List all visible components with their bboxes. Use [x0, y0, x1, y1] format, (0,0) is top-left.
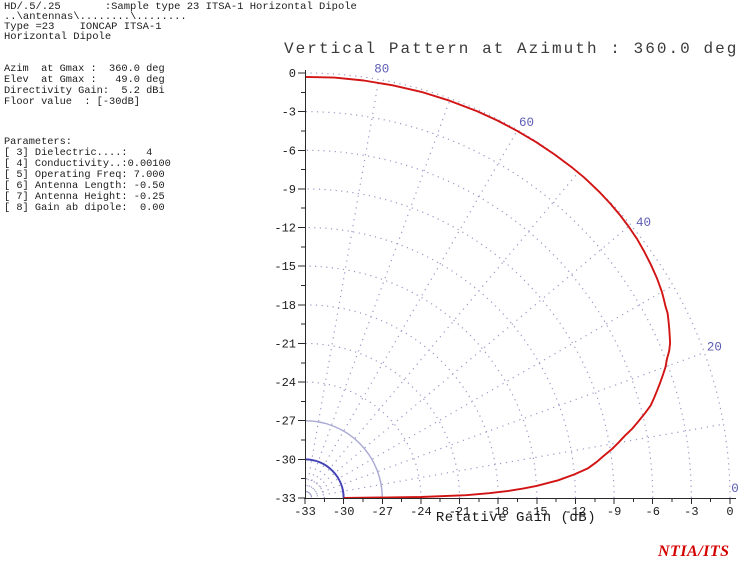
elevation-angle-label: 60	[519, 116, 534, 130]
parameters-panel: Parameters:[ 3] Dielectric....: 4[ 4] Co…	[4, 137, 171, 214]
elevation-radial-line	[309, 224, 631, 495]
y-tick-label: -18	[274, 299, 296, 313]
elevation-radial-line	[305, 79, 380, 493]
gain-ring-dotted	[304, 265, 538, 499]
param-conductivity: [ 4] Conductivity..:0.00100	[4, 158, 171, 170]
elevation-angle-label: 20	[707, 341, 722, 355]
x-tick-label: -18	[487, 505, 509, 519]
header-line-4: Horizontal Dipole	[4, 31, 112, 43]
header-line-3: Type =23 IONCAP ITSA-1	[4, 21, 162, 33]
x-tick-label: 0	[726, 505, 733, 519]
y-tick-label: -6	[282, 144, 296, 158]
x-tick-label: -3	[684, 505, 698, 519]
file-header: HD/.5/.25 :Sample type 23 ITSA-1 Horizon…	[4, 1, 357, 43]
header-line-2: ..\antennas\........\........	[4, 11, 187, 23]
y-tick-label: -12	[274, 222, 296, 236]
x-tick-label: -24	[410, 505, 432, 519]
param-dielectric: [ 3] Dielectric....: 4	[4, 147, 153, 159]
y-axis-tick-labels: 0 -3 -6 -9 -12 -15 -18 -21 -24 -27 -30 -33	[274, 67, 296, 506]
x-tick-label: -15	[526, 505, 548, 519]
y-tick-label: -27	[274, 415, 296, 429]
elevation-radial-line	[307, 129, 519, 494]
x-tick-label: -30	[333, 505, 355, 519]
y-tick-label: -9	[282, 183, 296, 197]
x-axis-tick-labels: -33 -30 -27 -24 -21 -18 -15 -12 -9 -6 -3 0	[294, 505, 733, 519]
elevation-angle-label: 0	[731, 482, 739, 496]
elevation-radial-line	[306, 98, 451, 493]
elev-gmax-line: Elev at Gmax : 49.0 deg	[4, 74, 165, 86]
chart-title: Vertical Pattern at Azimuth : 360.0 deg	[284, 40, 739, 58]
gain-info-panel: Azim at Gmax : 360.0 deg Elev at Gmax : 4…	[4, 64, 165, 108]
param-operating-freq: [ 5] Operating Freq: 7.000	[4, 169, 165, 181]
gain-ring-dotted	[304, 226, 577, 499]
grid-rings-dotted	[304, 72, 731, 499]
y-tick-label: -21	[274, 337, 296, 351]
pattern-curve	[304, 75, 672, 499]
axes	[298, 70, 736, 504]
gain-ring-solid	[304, 458, 345, 499]
grid-radial-lines	[305, 79, 724, 498]
elevation-radial-line	[310, 352, 705, 497]
y-tick-label: 0	[289, 67, 296, 81]
gain-ring-dotted	[304, 149, 654, 499]
gain-ring-dotted	[304, 342, 461, 499]
param-antenna-height: [ 7] Antenna Height: -0.25	[4, 191, 165, 203]
x-tick-label: -33	[294, 505, 316, 519]
y-tick-label: -24	[274, 376, 296, 390]
param-antenna-length: [ 6] Antenna Length: -0.50	[4, 180, 165, 192]
elevation-radial-line	[309, 284, 674, 496]
x-axis-label: Relative Gain (dB)	[435, 510, 597, 526]
gain-ring-dotted	[304, 304, 499, 499]
gain-ring-solid	[304, 420, 383, 499]
floor-value-line: Floor value : [-30dB]	[4, 96, 140, 108]
azim-gmax-line: Azim at Gmax : 360.0 deg	[4, 63, 165, 75]
x-tick-label: -21	[449, 505, 471, 519]
param-gain-ab-dipole: [ 8] Gain ab dipole: 0.00	[4, 202, 165, 214]
elevation-angle-labels: 80 60 40 20 0	[374, 62, 738, 496]
elevation-angle-label: 80	[374, 62, 389, 76]
floor-rings-solid	[304, 420, 383, 499]
y-tick-label: -30	[274, 453, 296, 467]
y-tick-label: -3	[282, 106, 296, 120]
gain-ring-dotted	[304, 188, 615, 499]
x-tick-label: -6	[646, 505, 660, 519]
header-line-1: HD/.5/.25 :Sample type 23 ITSA-1 Horizon…	[4, 1, 357, 13]
elevation-radial-line	[310, 423, 724, 498]
elevation-angle-label: 40	[636, 216, 651, 230]
x-tick-label: -12	[565, 505, 587, 519]
ntia-its-logo: NTIA/ITS	[658, 543, 730, 560]
parameters-title: Parameters:	[4, 136, 72, 148]
gain-ring-dotted	[304, 111, 692, 499]
x-tick-label: -27	[371, 505, 393, 519]
elevation-radial-line	[308, 172, 579, 494]
y-tick-label: -33	[274, 492, 296, 506]
y-tick-label: -15	[274, 260, 296, 274]
directivity-gain-line: Directivity Gain: 5.2 dBi	[4, 85, 165, 97]
gain-ring-dotted	[304, 381, 422, 499]
x-tick-label: -9	[607, 505, 621, 519]
